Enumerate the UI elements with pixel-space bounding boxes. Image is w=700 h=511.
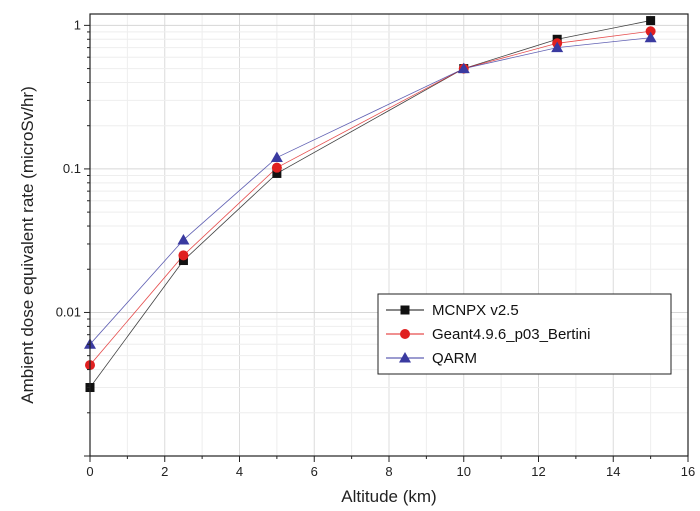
data-point [178, 256, 188, 266]
data-point [645, 26, 656, 37]
x-tick-label: 4 [236, 464, 243, 479]
x-tick-label: 6 [311, 464, 318, 479]
data-point [270, 151, 283, 163]
x-tick-label: 16 [681, 464, 695, 479]
x-tick-label: 8 [385, 464, 392, 479]
series-line-0 [89, 20, 651, 388]
legend: MCNPX v2.5 Geant4.9.6_p03_Bertini QARM [377, 293, 672, 375]
data-point [551, 41, 564, 53]
y-tick-label: 1 [74, 17, 81, 32]
legend-label: QARM [432, 350, 477, 367]
x-tick-label: 12 [531, 464, 545, 479]
legend-marker [400, 329, 410, 339]
y-tick-label: 0.01 [56, 304, 81, 319]
legend-marker [400, 305, 410, 315]
y-tick-label: 0.1 [63, 161, 81, 176]
legend-marker [399, 352, 411, 363]
x-tick-label: 0 [86, 464, 93, 479]
legend-box [377, 293, 672, 375]
legend-label: Geant4.9.6_p03_Bertini [432, 326, 590, 343]
x-axis-title: Altitude (km) [341, 487, 436, 506]
x-tick-label: 14 [606, 464, 620, 479]
x-tick-label: 2 [161, 464, 168, 479]
data-point [644, 31, 657, 43]
data-point [177, 233, 190, 245]
series-line-2 [89, 37, 651, 345]
x-axis: 0 2 4 6 8 10 12 14 16 [86, 456, 695, 479]
data-point [178, 250, 189, 261]
series-lines [89, 20, 651, 388]
grid [89, 14, 689, 457]
data-point [271, 162, 282, 173]
y-axis: 0.01 0.1 1 [56, 17, 90, 457]
data-point [646, 16, 656, 26]
data-point [272, 168, 282, 178]
series-line-1 [89, 30, 651, 366]
x-tick-label: 10 [457, 464, 471, 479]
legend-label: MCNPX v2.5 [432, 302, 519, 319]
y-axis-title: Ambient dose equivalent rate (microSv/hr… [18, 86, 37, 403]
data-point [457, 62, 470, 74]
